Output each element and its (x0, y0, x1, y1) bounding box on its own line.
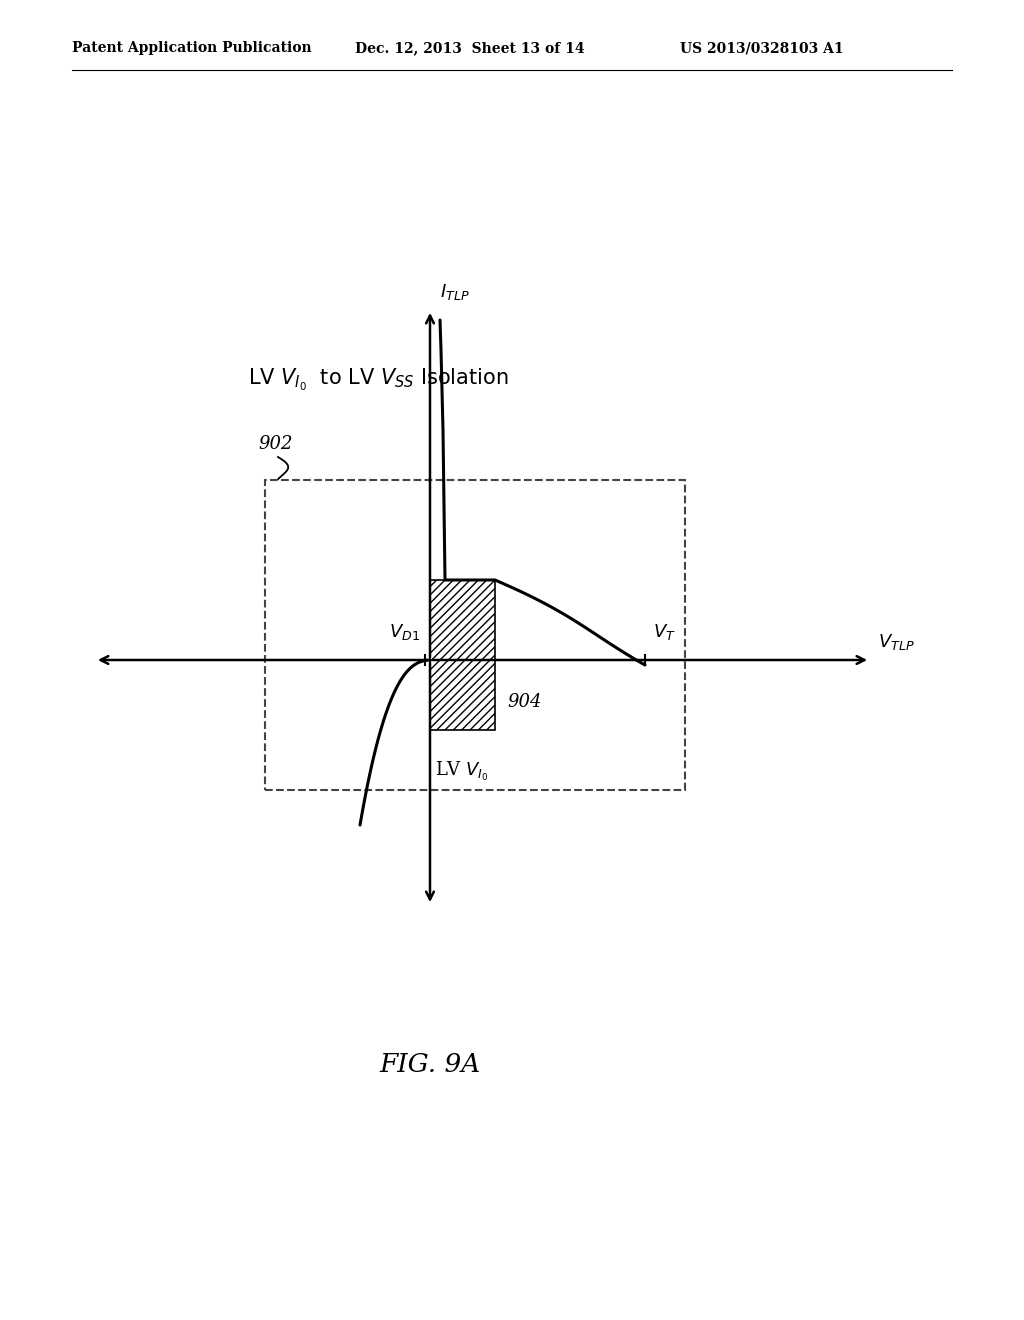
Text: Patent Application Publication: Patent Application Publication (72, 41, 311, 55)
Text: Dec. 12, 2013  Sheet 13 of 14: Dec. 12, 2013 Sheet 13 of 14 (355, 41, 585, 55)
Text: 902: 902 (258, 436, 293, 453)
Polygon shape (430, 579, 495, 730)
Text: $V_{TLP}$: $V_{TLP}$ (878, 632, 914, 652)
Text: $V_{D1}$: $V_{D1}$ (389, 622, 420, 642)
Text: $I_{TLP}$: $I_{TLP}$ (440, 282, 470, 302)
Text: LV $V_{I_0}$  to LV $V_{SS}$ Isolation: LV $V_{I_0}$ to LV $V_{SS}$ Isolation (248, 367, 509, 393)
Text: LV $V_{I_0}$: LV $V_{I_0}$ (435, 760, 488, 783)
Text: FIG. 9A: FIG. 9A (379, 1052, 480, 1077)
Text: $V_T$: $V_T$ (653, 622, 676, 642)
Text: 904: 904 (507, 693, 542, 711)
Text: US 2013/0328103 A1: US 2013/0328103 A1 (680, 41, 844, 55)
